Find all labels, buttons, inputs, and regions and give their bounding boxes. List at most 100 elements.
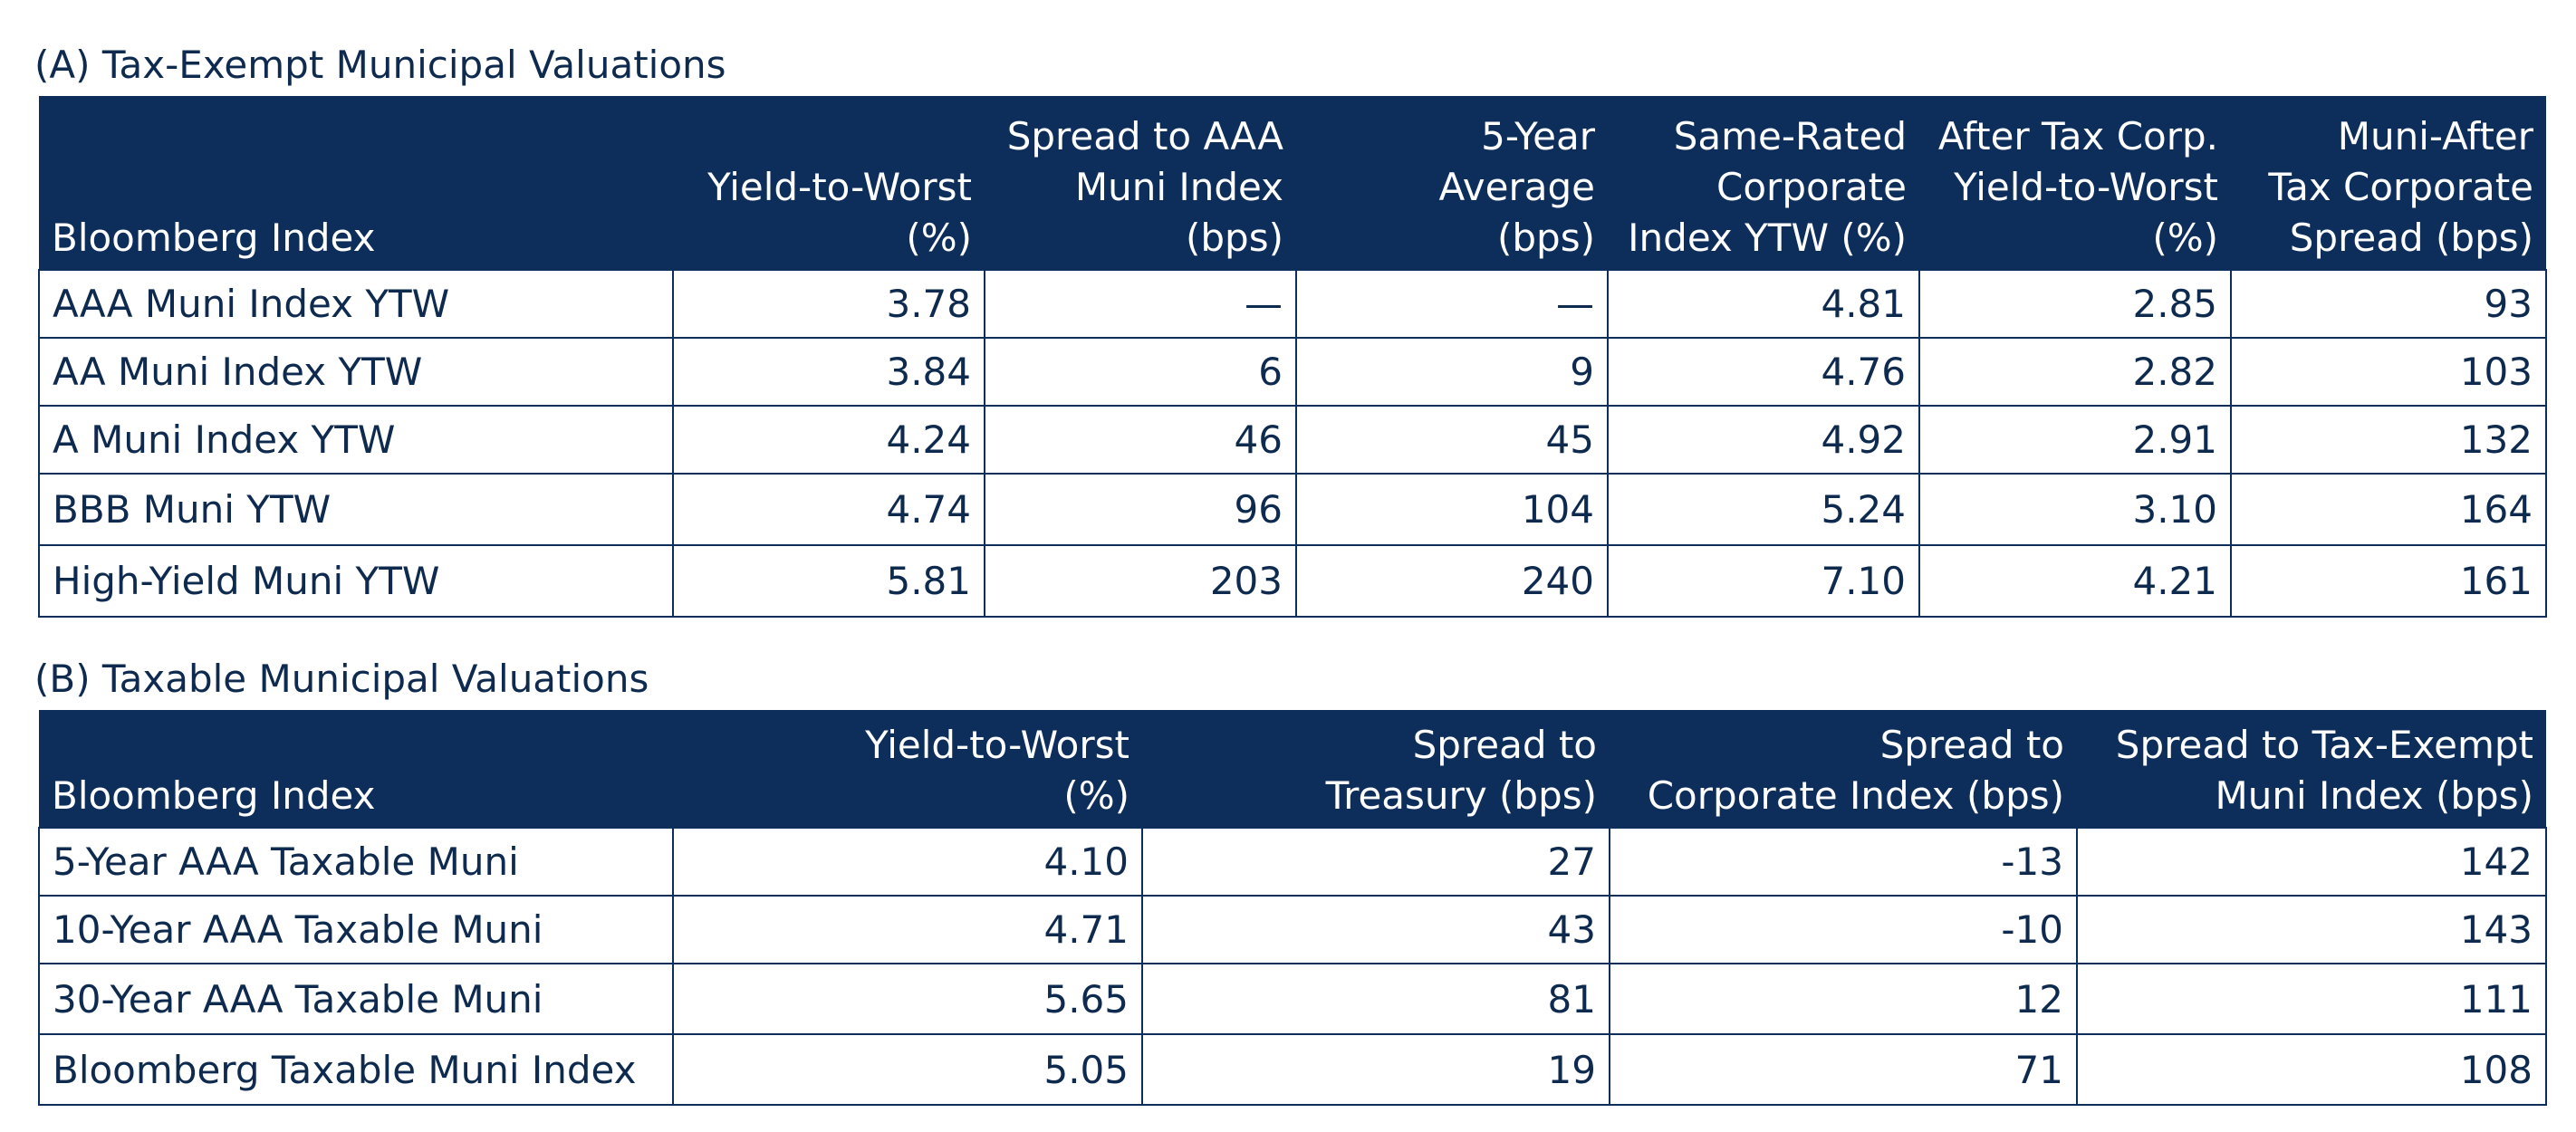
cell-same-rated-corporate: 4.92 [1607, 405, 1920, 475]
cell-spread-to-aaa: 6 [984, 337, 1297, 407]
cell-index-name: Bloomberg Taxable Muni Index [38, 1033, 674, 1106]
header-line: Spread to [1412, 723, 1597, 767]
cell-yield-to-worst: 4.71 [672, 895, 1143, 964]
header-line: Average [1438, 165, 1595, 209]
header-line: Yield-to-Worst [707, 165, 972, 209]
cell-spread-to-tax-exempt: 108 [2076, 1033, 2547, 1106]
taxable-valuations-table: Bloomberg Index Yield-to-Worst (%) Sprea… [38, 710, 2547, 1106]
cell-spread-to-aaa: 46 [984, 405, 1297, 475]
cell-index-name: 30-Year AAA Taxable Muni [38, 963, 674, 1035]
header-line: Treasury (bps) [1325, 773, 1597, 818]
header-line: Yield-to-Worst [1954, 165, 2218, 209]
cell-spread-to-aaa: 203 [984, 544, 1297, 618]
header-line: Bloomberg Index [52, 773, 376, 818]
column-header-5-year-average: 5-Year Average (bps) [1296, 96, 1608, 270]
cell-yield-to-worst: 5.65 [672, 963, 1143, 1035]
header-line: Muni-After [2337, 114, 2533, 158]
cell-same-rated-corporate: 4.76 [1607, 337, 1920, 407]
cell-spread-to-corporate: 12 [1609, 963, 2078, 1035]
column-header-yield-to-worst: Yield-to-Worst (%) [673, 710, 1142, 828]
column-header-spread-to-treasury: Spread to Treasury (bps) [1142, 710, 1610, 828]
header-line: Index YTW (%) [1628, 216, 1907, 260]
cell-yield-to-worst: 3.78 [672, 269, 985, 339]
cell-same-rated-corporate: 4.81 [1607, 269, 1920, 339]
table-header-row: Bloomberg Index Yield-to-Worst (%) Sprea… [39, 710, 2546, 828]
cell-spread-to-corporate: -10 [1609, 895, 2078, 964]
cell-index-name: A Muni Index YTW [38, 405, 674, 475]
cell-yield-to-worst: 5.05 [672, 1033, 1143, 1106]
cell-spread-to-tax-exempt: 143 [2076, 895, 2547, 964]
cell-yield-to-worst: 4.24 [672, 405, 985, 475]
cell-index-name: AA Muni Index YTW [38, 337, 674, 407]
cell-spread-to-tax-exempt: 111 [2076, 963, 2547, 1035]
column-header-yield-to-worst: Yield-to-Worst (%) [673, 96, 985, 270]
cell-spread-to-tax-exempt: 142 [2076, 827, 2547, 897]
table-row: 30-Year AAA Taxable Muni 5.65 81 12 111 [38, 963, 2547, 1035]
cell-muni-after-tax-spread: 132 [2230, 405, 2547, 475]
cell-index-name: 10-Year AAA Taxable Muni [38, 895, 674, 964]
table-row: AAA Muni Index YTW 3.78 — — 4.81 2.85 93 [38, 269, 2547, 339]
cell-after-tax-corp-ytw: 4.21 [1918, 544, 2232, 618]
cell-muni-after-tax-spread: 103 [2230, 337, 2547, 407]
column-header-spread-to-corporate: Spread to Corporate Index (bps) [1610, 710, 2077, 828]
header-line: Bloomberg Index [52, 216, 376, 260]
column-header-same-rated-corporate: Same-Rated Corporate Index YTW (%) [1608, 96, 1919, 270]
cell-5-year-average: 104 [1295, 473, 1609, 546]
cell-spread-to-treasury: 81 [1141, 963, 1610, 1035]
cell-yield-to-worst: 4.10 [672, 827, 1143, 897]
cell-yield-to-worst: 3.84 [672, 337, 985, 407]
cell-muni-after-tax-spread: 164 [2230, 473, 2547, 546]
header-line: After Tax Corp. [1937, 114, 2218, 158]
header-line: Spread to Tax-Exempt [2115, 723, 2533, 767]
cell-muni-after-tax-spread: 93 [2230, 269, 2547, 339]
header-line: (%) [906, 216, 972, 260]
cell-index-name: High-Yield Muni YTW [38, 544, 674, 618]
column-header-bloomberg-index: Bloomberg Index [39, 710, 673, 828]
cell-after-tax-corp-ytw: 2.91 [1918, 405, 2232, 475]
table-row: BBB Muni YTW 4.74 96 104 5.24 3.10 164 [38, 473, 2547, 546]
cell-spread-to-treasury: 43 [1141, 895, 1610, 964]
header-line: Same-Rated [1673, 114, 1907, 158]
cell-index-name: BBB Muni YTW [38, 473, 674, 546]
table-row: Bloomberg Taxable Muni Index 5.05 19 71 … [38, 1033, 2547, 1106]
cell-spread-to-corporate: -13 [1609, 827, 2078, 897]
cell-same-rated-corporate: 5.24 [1607, 473, 1920, 546]
cell-spread-to-aaa: — [984, 269, 1297, 339]
column-header-bloomberg-index: Bloomberg Index [39, 96, 673, 270]
table-header-row: Bloomberg Index Yield-to-Worst (%) Sprea… [39, 96, 2546, 270]
header-line: Spread to [1879, 723, 2064, 767]
tax-exempt-valuations-table: Bloomberg Index Yield-to-Worst (%) Sprea… [38, 96, 2547, 618]
cell-5-year-average: 9 [1295, 337, 1609, 407]
cell-after-tax-corp-ytw: 3.10 [1918, 473, 2232, 546]
cell-muni-after-tax-spread: 161 [2230, 544, 2547, 618]
header-line: (bps) [1186, 216, 1283, 260]
header-line: Corporate [1716, 165, 1907, 209]
section-a-title: (A) Tax-Exempt Municipal Valuations [34, 43, 726, 87]
table-row: 10-Year AAA Taxable Muni 4.71 43 -10 143 [38, 895, 2547, 964]
column-header-spread-to-aaa: Spread to AAA Muni Index (bps) [985, 96, 1296, 270]
header-line: Yield-to-Worst [865, 723, 1129, 767]
header-line: Corporate Index (bps) [1647, 773, 2064, 818]
header-line: Spread (bps) [2289, 216, 2533, 260]
cell-index-name: 5-Year AAA Taxable Muni [38, 827, 674, 897]
column-header-spread-to-tax-exempt: Spread to Tax-Exempt Muni Index (bps) [2077, 710, 2546, 828]
table-row: AA Muni Index YTW 3.84 6 9 4.76 2.82 103 [38, 337, 2547, 407]
cell-yield-to-worst: 5.81 [672, 544, 985, 618]
column-header-muni-after-tax-spread: Muni-After Tax Corporate Spread (bps) [2231, 96, 2546, 270]
header-line: Spread to AAA [1006, 114, 1283, 158]
cell-spread-to-treasury: 27 [1141, 827, 1610, 897]
section-b-title: (B) Taxable Municipal Valuations [34, 657, 649, 701]
cell-spread-to-aaa: 96 [984, 473, 1297, 546]
cell-after-tax-corp-ytw: 2.82 [1918, 337, 2232, 407]
column-header-after-tax-corp-ytw: After Tax Corp. Yield-to-Worst (%) [1919, 96, 2231, 270]
cell-same-rated-corporate: 7.10 [1607, 544, 1920, 618]
cell-5-year-average: 240 [1295, 544, 1609, 618]
cell-index-name: AAA Muni Index YTW [38, 269, 674, 339]
cell-spread-to-treasury: 19 [1141, 1033, 1610, 1106]
header-line: Tax Corporate [2268, 165, 2533, 209]
cell-5-year-average: — [1295, 269, 1609, 339]
cell-5-year-average: 45 [1295, 405, 1609, 475]
header-line: (bps) [1497, 216, 1595, 260]
table-row: High-Yield Muni YTW 5.81 203 240 7.10 4.… [38, 544, 2547, 618]
cell-after-tax-corp-ytw: 2.85 [1918, 269, 2232, 339]
